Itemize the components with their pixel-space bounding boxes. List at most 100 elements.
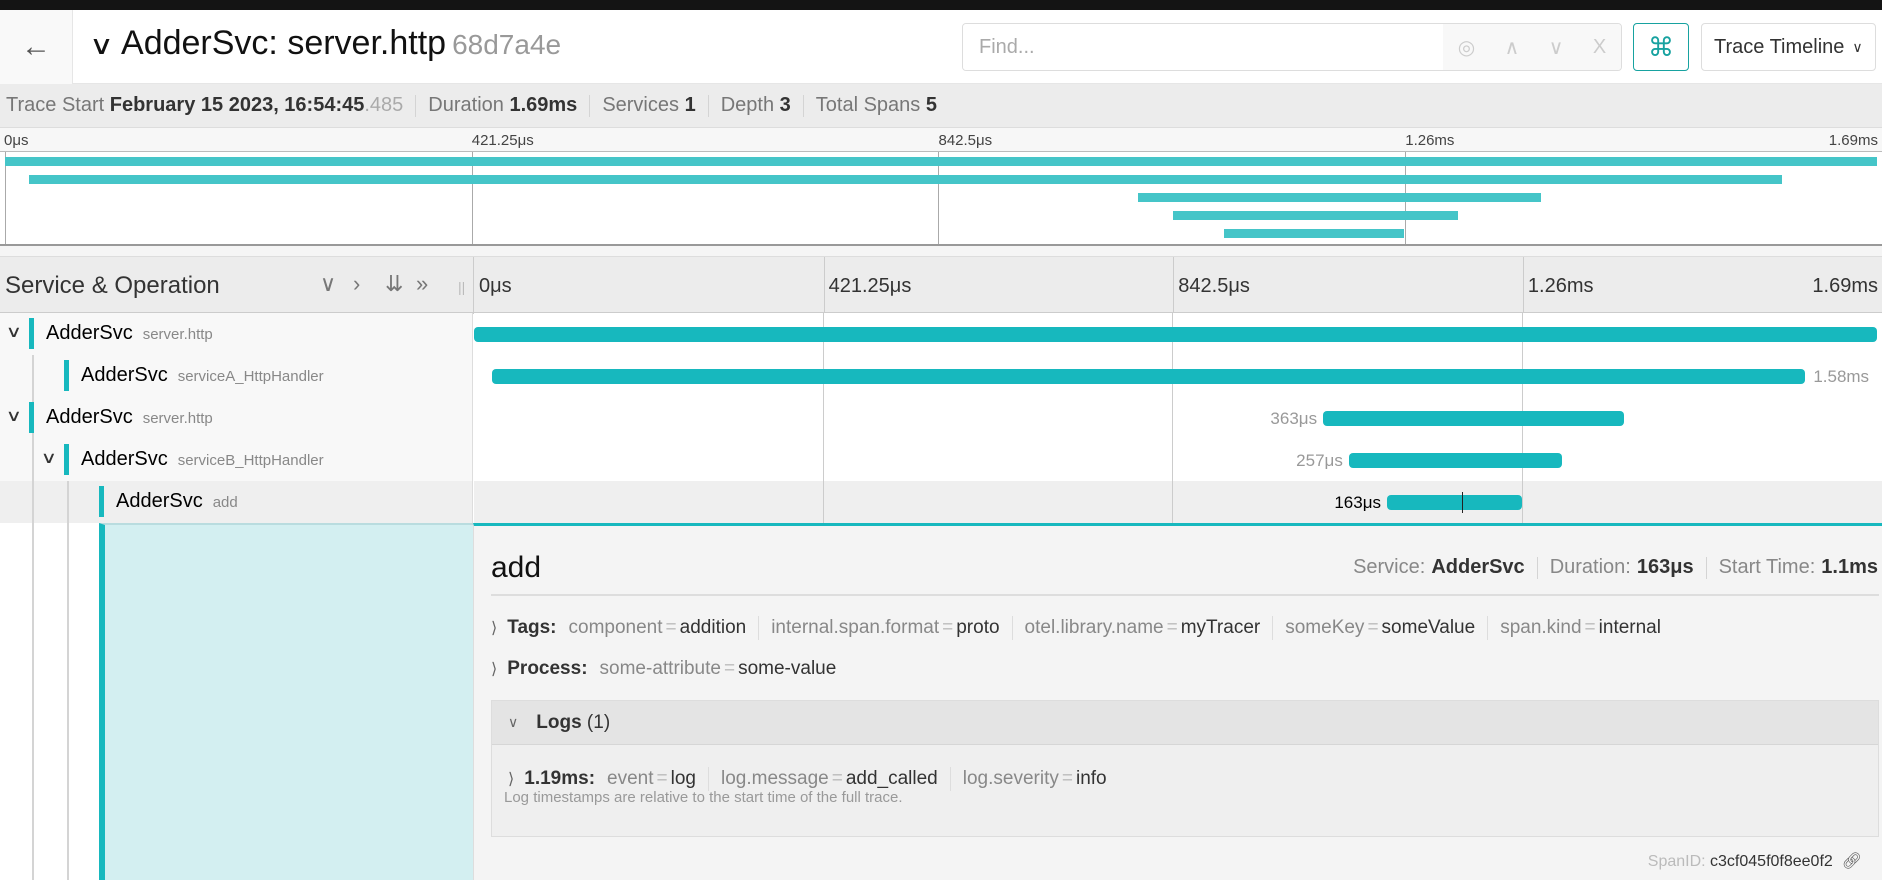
command-icon: ⌘: [1648, 31, 1674, 62]
view-select[interactable]: Trace Timeline ∨: [1701, 23, 1876, 71]
span-bar[interactable]: [492, 369, 1806, 384]
minimap-gridline: [938, 152, 940, 245]
kv-value: internal: [1598, 617, 1661, 638]
kv-value: proto: [956, 617, 1000, 638]
timeline-tick-label: 421.25μs: [828, 275, 912, 297]
key-value: internal.span.format = proto: [771, 617, 999, 639]
span-service: AdderSvc serviceA_HttpHandler: [81, 364, 324, 386]
equals-sign: =: [723, 658, 736, 679]
logs-header[interactable]: ∨ Logs (1): [492, 701, 1878, 745]
service-color-bar: [29, 402, 34, 433]
equals-sign: =: [942, 617, 954, 638]
kv-key: event: [607, 768, 654, 789]
collapse-all-icon[interactable]: ⇊: [385, 271, 404, 296]
tree-guide: [32, 439, 34, 481]
link-icon[interactable]: 🔗︎: [1841, 853, 1862, 870]
minimap-tick-label: 421.25μs: [471, 132, 534, 149]
timeline-gridline: [823, 257, 825, 314]
back-arrow-icon[interactable]: ←: [0, 10, 73, 84]
equals-sign: =: [665, 617, 677, 638]
trace-title[interactable]: ∨ AdderSvc: server.http 68d7a4e: [89, 24, 562, 63]
kv-divider: [1011, 616, 1013, 640]
trace-start-label: Trace Start: [6, 94, 105, 116]
log-entry[interactable]: ⟩ 1.19ms: event = log log.message = add_called l…: [508, 767, 1107, 791]
collapse-one-icon[interactable]: ∨: [320, 271, 337, 296]
minimap-resize-handle[interactable]: [0, 244, 1882, 256]
span-timeline-cell[interactable]: 163μs: [474, 481, 1882, 523]
span-row[interactable]: AdderSvc add 163μs: [0, 481, 1882, 523]
timeline-gridline: [1522, 257, 1524, 314]
span-name-cell[interactable]: AdderSvc serviceA_HttpHandler: [0, 355, 473, 397]
span-bar[interactable]: [1387, 492, 1523, 513]
timeline-gridline: [1172, 439, 1174, 481]
chevron-down-icon[interactable]: ∨: [40, 450, 58, 467]
column-resize-handle[interactable]: ||: [458, 279, 466, 295]
kv-value: someValue: [1381, 617, 1476, 638]
span-row[interactable]: ∨ AdderSvc server.http 363μs: [0, 397, 1882, 439]
equals-sign: =: [1367, 617, 1379, 638]
trace-minimap[interactable]: 0μs 421.25μs 842.5μs 1.26ms 1.69ms: [0, 128, 1882, 245]
span-timeline-cell[interactable]: [474, 313, 1882, 355]
span-timeline-cell[interactable]: 1.58ms: [474, 355, 1882, 397]
tags-section[interactable]: ⟩ Tags: component = addition internal.span.fo…: [491, 616, 1661, 640]
timeline-tick-label: 0μs: [479, 275, 512, 297]
timeline-tick-label: 842.5μs: [1178, 275, 1250, 297]
chevron-down-icon[interactable]: ∨: [1548, 36, 1564, 59]
span-timeline-cell[interactable]: 363μs: [474, 397, 1882, 439]
span-timeline-cell[interactable]: 257μs: [474, 439, 1882, 481]
minimap-span-bar: [5, 157, 1877, 166]
span-bar[interactable]: [1323, 411, 1625, 426]
close-icon[interactable]: X: [1592, 35, 1607, 58]
detail-start: 1.1ms: [1821, 556, 1878, 578]
depth-value: 3: [779, 94, 791, 116]
key-value: log.severity = info: [963, 768, 1107, 790]
chevron-up-icon[interactable]: ∧: [1504, 36, 1520, 59]
timeline-header: Service & Operation ∨ › ⇊ » || 0μs 421.25…: [0, 256, 1882, 314]
minimap-tick-label: 1.69ms: [1828, 132, 1878, 149]
key-value: log.message = add_called: [721, 768, 938, 790]
detail-operation: add: [491, 551, 542, 584]
span-service: AdderSvc add: [116, 490, 238, 512]
span-name-cell[interactable]: ∨ AdderSvc server.http: [0, 313, 473, 355]
kv-value: log: [670, 768, 696, 789]
key-value: someKey = someValue: [1285, 617, 1475, 639]
span-name-cell[interactable]: ∨ AdderSvc serviceB_HttpHandler: [0, 439, 473, 481]
kv-key: log.message: [720, 768, 829, 789]
kv-divider: [758, 616, 760, 640]
span-row[interactable]: ∨ AdderSvc serviceB_HttpHandler 257μs: [0, 439, 1882, 481]
minimap-span-bar: [1172, 211, 1458, 220]
expand-one-icon[interactable]: ›: [353, 271, 361, 296]
timeline-gridline: [822, 397, 824, 439]
equals-sign: =: [1584, 617, 1596, 638]
process-section[interactable]: ⟩ Process: some-attribute = some-value: [491, 658, 837, 679]
timeline-gridline: [1172, 397, 1174, 439]
span-name-cell[interactable]: ∨ AdderSvc server.http: [0, 397, 473, 439]
kv-divider: [707, 767, 709, 791]
log-note: Log timestamps are relative to the start…: [504, 789, 903, 806]
minimap-gridline: [5, 152, 6, 245]
locate-icon[interactable]: ◎: [1457, 36, 1476, 59]
span-name-cell[interactable]: AdderSvc add: [0, 481, 473, 523]
span-row[interactable]: ∨ AdderSvc server.http: [0, 313, 1882, 355]
trace-id: 68d7a4e: [452, 29, 562, 60]
chevron-down-icon[interactable]: ∨: [89, 30, 114, 60]
span-bar[interactable]: [474, 327, 1877, 342]
find-input[interactable]: [963, 24, 1443, 70]
span-bar[interactable]: [1348, 453, 1563, 468]
span-row[interactable]: AdderSvc serviceA_HttpHandler 1.58ms: [0, 355, 1882, 397]
expand-all-icon[interactable]: »: [416, 271, 429, 296]
keyboard-shortcuts-button[interactable]: ⌘: [1633, 23, 1689, 71]
span-detail: add Service: AdderSvc Duration: 163μs Star…: [0, 523, 1882, 880]
kv-key: some-attribute: [599, 658, 721, 679]
chevron-right-icon: ⟩: [491, 661, 498, 678]
detail-meta: Service: AdderSvc Duration: 163μs Start Ti…: [1353, 556, 1878, 579]
chevron-down-icon[interactable]: ∨: [5, 408, 23, 425]
services-label: Services: [602, 94, 680, 116]
chevron-down-icon: ∨: [508, 714, 519, 730]
service-color-bar: [64, 360, 69, 391]
timeline-gridline: [1173, 257, 1175, 314]
detail-service: AdderSvc: [1431, 556, 1525, 578]
kv-divider: [1272, 616, 1274, 640]
timeline-tick-label: 1.69ms: [1812, 275, 1878, 297]
chevron-down-icon[interactable]: ∨: [5, 324, 23, 341]
